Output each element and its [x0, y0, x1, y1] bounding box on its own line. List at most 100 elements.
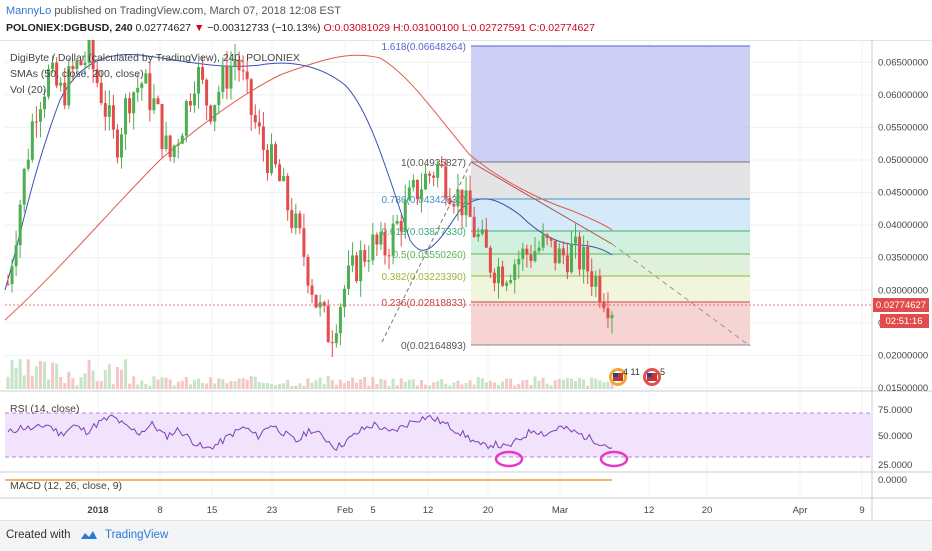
candle-body — [257, 122, 261, 127]
fib-trendline[interactable] — [381, 161, 472, 343]
resistance-trendline[interactable] — [470, 161, 613, 245]
volume-bar — [221, 379, 225, 389]
fib-label-382: 0.382(0.03223390) — [381, 272, 466, 283]
candle-body — [480, 229, 484, 234]
volume-bar — [237, 378, 241, 389]
price-chart[interactable]: 1.618(0.06648264) 1(0.04935827) 0.786(0.… — [0, 32, 932, 520]
tradingview-brand[interactable]: TradingView — [104, 529, 169, 541]
volume-bar — [407, 379, 411, 389]
candle-body — [428, 173, 432, 176]
volume-bar — [517, 383, 521, 389]
sma-legend[interactable]: SMAs (50, close, 200, close) — [10, 68, 144, 80]
volume-bar — [156, 379, 160, 389]
candle-body — [371, 234, 375, 261]
volume-bar — [42, 361, 46, 389]
tradingview-logo-icon — [80, 530, 97, 539]
candle-body — [282, 176, 286, 182]
open-value: O:0.03081029 — [323, 22, 391, 34]
event-badge-1[interactable]: 4 11 — [609, 367, 640, 386]
countdown-tag-text: 02:51:16 — [886, 316, 923, 327]
volume-bar — [192, 379, 196, 389]
volume-bar — [111, 384, 115, 389]
volume-bar — [582, 379, 586, 389]
candle-body — [594, 276, 598, 287]
candle-body — [152, 98, 156, 111]
fib-zone-1 — [471, 162, 750, 199]
chart-area[interactable]: 1.618(0.06648264) 1(0.04935827) 0.786(0.… — [0, 32, 932, 520]
candle-body — [217, 91, 221, 106]
candle-body — [351, 255, 355, 266]
volume-bar — [383, 380, 387, 389]
price-axis-label: 0.03500000 — [878, 253, 928, 264]
volume-bars — [6, 359, 614, 389]
candle-body — [436, 164, 440, 178]
candle-body — [415, 179, 419, 200]
candle-body — [513, 264, 517, 281]
event-badge-2[interactable]: 5 — [643, 367, 665, 386]
price-axis[interactable]: 0.06500000 0.06000000 0.05500000 0.05000000… — [878, 57, 928, 394]
candle-body — [201, 67, 205, 80]
candle-body — [590, 271, 594, 287]
volume-bar — [399, 378, 403, 389]
volume-bar — [26, 359, 30, 389]
volume-bar — [549, 385, 553, 389]
volume-bar — [375, 384, 379, 389]
rsi-highlight-2[interactable] — [599, 450, 629, 468]
volume-bar — [136, 384, 140, 389]
rsi-highlight-1[interactable] — [494, 450, 524, 468]
fib-label-786: 0.786(0.04342636) — [381, 195, 466, 206]
candle-body — [549, 237, 553, 241]
volume-bar — [545, 383, 549, 389]
volume-bar — [164, 377, 168, 389]
candle-body — [233, 59, 237, 66]
candle-body — [91, 39, 95, 70]
candle-body — [501, 266, 505, 286]
volume-bar — [51, 362, 55, 389]
volume-bar — [436, 381, 440, 389]
candle-body — [176, 143, 180, 146]
volume-bar — [18, 359, 22, 389]
candle-body — [99, 82, 103, 104]
volume-bar — [257, 381, 261, 389]
macd-axis-0: 0.0000 — [878, 475, 907, 486]
volume-bar — [586, 385, 590, 389]
volume-bar — [480, 378, 484, 389]
low-value: L:0.02727591 — [461, 22, 527, 34]
volume-bar — [606, 381, 610, 389]
candle-body — [124, 98, 128, 135]
candle-body — [22, 168, 26, 205]
price-candles — [6, 32, 614, 357]
time-axis[interactable]: 2018 8 15 23 Feb 5 12 20 Mar 12 20 Apr 9 — [87, 505, 864, 516]
candle-body — [205, 79, 209, 106]
volume-bar — [590, 377, 594, 389]
volume-bar — [229, 381, 233, 389]
volume-bar — [610, 381, 614, 389]
volume-bar — [168, 379, 172, 389]
candle-body — [521, 248, 525, 259]
candle-body — [424, 173, 428, 190]
candle-body — [314, 294, 318, 308]
macd-label[interactable]: MACD (12, 26, close, 9) — [10, 480, 122, 492]
candle-body — [140, 83, 144, 88]
resistance-trendline-projection[interactable] — [611, 243, 751, 347]
volume-bar — [34, 366, 38, 389]
candle-body — [387, 255, 391, 257]
volume-bar — [91, 370, 95, 389]
candle-body — [509, 280, 513, 283]
volume-bar — [598, 380, 602, 389]
rsi-label[interactable]: RSI (14, close) — [10, 403, 79, 415]
candle-body — [488, 247, 492, 273]
candle-body — [128, 98, 132, 114]
volume-bar — [249, 376, 253, 389]
candle-body — [391, 223, 395, 256]
volume-bar — [274, 385, 278, 389]
volume-bar — [553, 380, 557, 389]
fib-retracement[interactable]: 1.618(0.06648264) 1(0.04935827) 0.786(0.… — [381, 42, 750, 352]
volume-bar — [415, 385, 419, 389]
event-badge-1-label: 4 11 — [623, 367, 640, 377]
author-link[interactable]: MannyLo — [6, 5, 52, 17]
candle-body — [606, 308, 610, 319]
volume-bar — [298, 383, 302, 389]
vol-legend[interactable]: Vol (20) — [10, 84, 46, 96]
volume-bar — [351, 377, 355, 389]
